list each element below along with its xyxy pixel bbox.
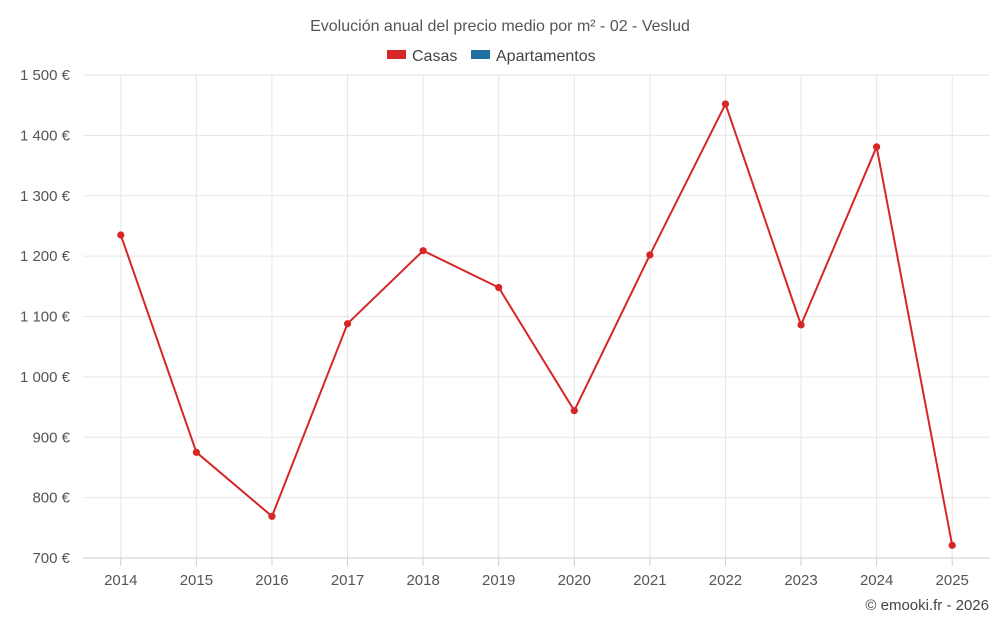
legend-label-apartamentos: Apartamentos (496, 48, 596, 65)
axes: 700 € 800 € 900 € 1 000 € 1 100 € 1 200 € 1 30… (20, 67, 990, 589)
legend: Casas Apartamentos (387, 48, 596, 65)
series-line-casas (119, 103, 954, 546)
x-tick-label: 2023 (784, 572, 817, 589)
y-tick-label: 1 400 € (20, 127, 71, 144)
x-tick-label: 2017 (331, 572, 364, 589)
data-point[interactable] (343, 320, 352, 328)
data-point[interactable] (873, 143, 881, 151)
x-tick-label: 2022 (709, 572, 742, 589)
legend-swatch-casas (387, 50, 406, 59)
y-tick-label: 1 100 € (20, 309, 71, 326)
y-tick-label: 1 000 € (20, 369, 71, 386)
x-tick-label: 2020 (558, 572, 591, 589)
legend-item-casas[interactable]: Casas (387, 48, 457, 65)
y-tick-label: 900 € (32, 429, 70, 446)
data-point[interactable] (948, 541, 956, 549)
x-tick-label: 2025 (936, 572, 969, 589)
x-tick-label: 2014 (104, 572, 137, 589)
y-tick-label: 1 300 € (20, 188, 71, 205)
legend-item-apartamentos[interactable]: Apartamentos (471, 48, 596, 65)
data-point[interactable] (570, 407, 578, 415)
credit-text: © emooki.fr - 2026 (865, 597, 989, 614)
y-tick-label: 800 € (32, 490, 70, 507)
y-tick-label: 1 200 € (20, 248, 71, 265)
series-casas (117, 100, 956, 549)
x-tick-label: 2015 (180, 572, 213, 589)
x-tick-label: 2016 (255, 572, 288, 589)
data-point[interactable] (495, 283, 503, 292)
y-tick-label: 700 € (32, 550, 70, 567)
data-point[interactable] (192, 448, 200, 456)
data-point[interactable] (419, 247, 427, 255)
data-point[interactable] (721, 100, 730, 108)
x-tick-label: 2024 (860, 572, 893, 589)
legend-label-casas: Casas (412, 48, 457, 65)
y-tick-label: 1 500 € (20, 67, 71, 84)
data-point[interactable] (646, 251, 654, 259)
data-point[interactable] (268, 512, 276, 520)
chart-title: Evolución anual del precio medio por m² … (310, 18, 690, 35)
data-point[interactable] (797, 321, 805, 329)
legend-swatch-apartamentos (471, 50, 490, 59)
x-tick-label: 2019 (482, 572, 515, 589)
x-tick-label: 2021 (633, 572, 666, 589)
x-tick-label: 2018 (406, 572, 439, 589)
data-point[interactable] (117, 231, 125, 239)
grid (83, 74, 990, 558)
